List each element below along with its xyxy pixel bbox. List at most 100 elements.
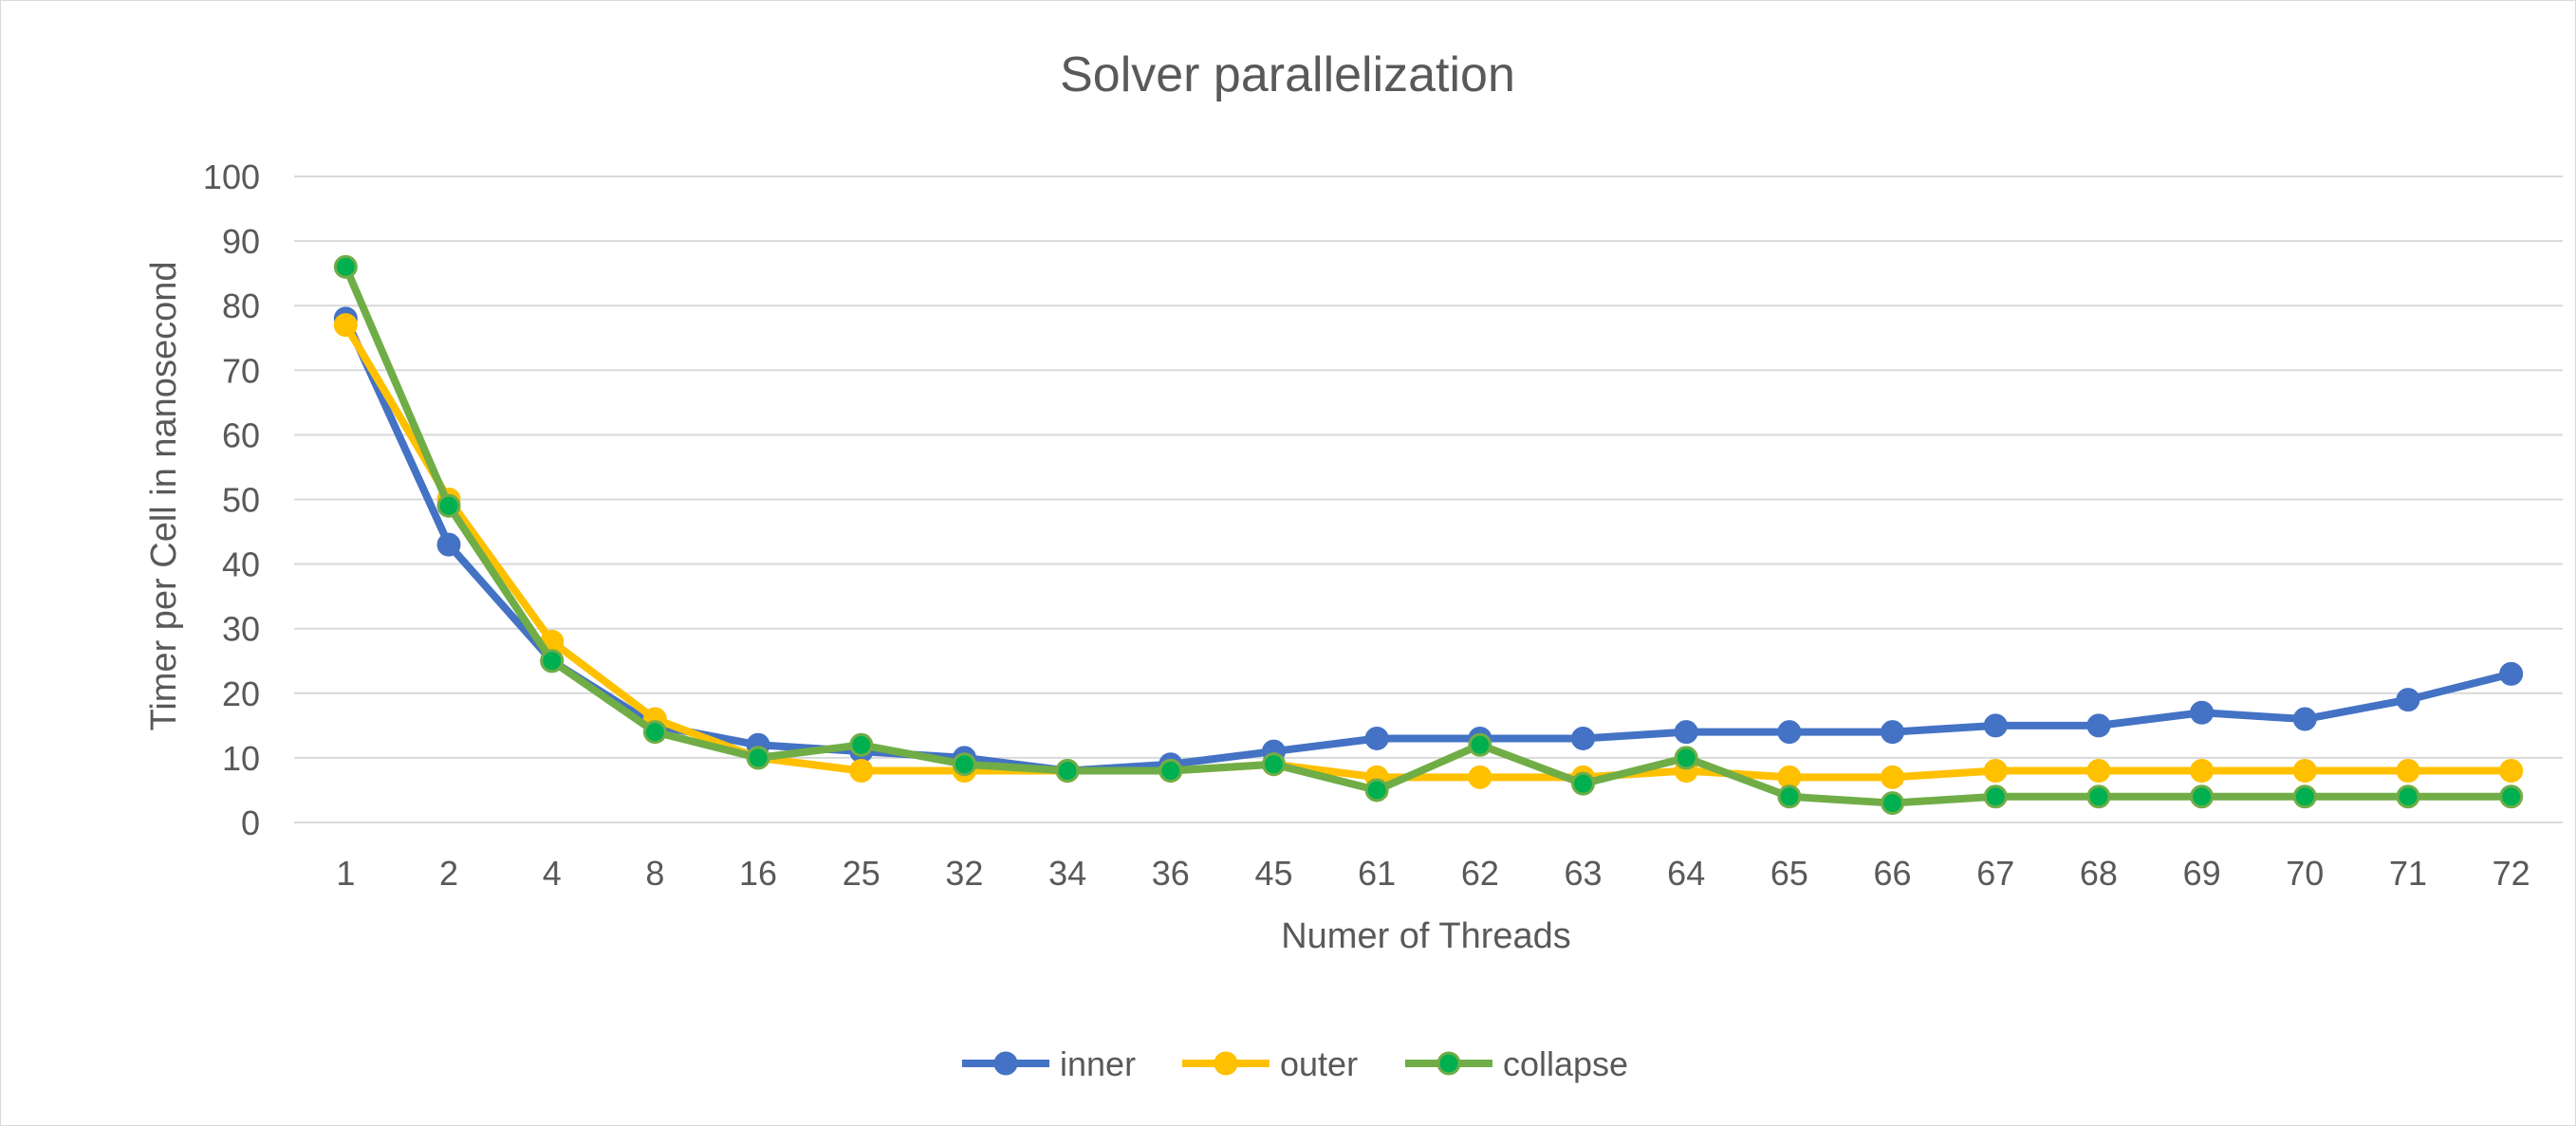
data-point-inner: [2499, 661, 2524, 686]
data-point-inner: [1983, 713, 2008, 738]
x-tick-label: 65: [1770, 854, 1808, 893]
data-point-outer: [2086, 759, 2111, 784]
data-point-outer: [1777, 765, 1802, 789]
data-point-collapse: [952, 752, 976, 777]
data-point-collapse: [1881, 791, 1905, 816]
legend-marker-swatch: [1214, 1051, 1238, 1076]
data-point-outer: [2190, 759, 2215, 784]
series-line-inner: [342, 314, 2515, 775]
x-tick-label: 71: [2389, 854, 2427, 893]
series-inner: [333, 306, 2524, 784]
y-tick-label: 10: [222, 739, 260, 778]
data-point-inner: [1674, 720, 1698, 745]
data-point-collapse: [1674, 746, 1698, 770]
data-point-collapse: [2292, 785, 2317, 809]
series-line-outer: [342, 321, 2515, 782]
data-point-inner: [2292, 707, 2317, 731]
x-tick-labels: 1 2 4 8 16 25 32 34 36 45 61 62 63 64 65 66 67 68 69 70 71 72: [336, 854, 2530, 893]
data-point-outer: [2292, 759, 2317, 784]
y-tick-label: 20: [222, 674, 260, 713]
x-tick-label: 16: [739, 854, 777, 893]
data-point-collapse: [1983, 785, 2008, 809]
data-point-inner: [2190, 700, 2215, 725]
data-point-collapse: [642, 720, 667, 745]
series-layer: [333, 254, 2524, 816]
y-tick-labels: 0 10 20 30 40 50 60 70 80 90 100: [203, 157, 260, 842]
data-point-collapse: [1364, 778, 1389, 803]
data-point-collapse: [1777, 785, 1802, 809]
data-point-collapse: [2499, 785, 2524, 809]
data-point-collapse: [1261, 752, 1286, 777]
data-point-inner: [1881, 720, 1905, 745]
data-point-collapse: [1571, 771, 1596, 796]
x-tick-label: 66: [1874, 854, 1912, 893]
legend-label: outer: [1280, 1044, 1358, 1083]
legend-item-outer: outer: [1182, 1044, 1358, 1083]
data-point-collapse: [1468, 732, 1492, 757]
series-line-collapse: [342, 263, 2515, 807]
data-point-inner: [436, 532, 461, 557]
data-point-collapse: [746, 746, 770, 770]
series-collapse: [333, 254, 2524, 816]
x-tick-label: 45: [1254, 854, 1292, 893]
x-tick-label: 69: [2183, 854, 2221, 893]
x-tick-label: 68: [2080, 854, 2118, 893]
data-point-outer: [1983, 759, 2008, 784]
data-point-collapse: [333, 254, 358, 279]
y-tick-label: 70: [222, 351, 260, 390]
y-tick-label: 80: [222, 286, 260, 325]
x-tick-label: 70: [2286, 854, 2324, 893]
data-point-outer: [2499, 759, 2524, 784]
x-tick-label: 67: [1976, 854, 2014, 893]
x-tick-label: 62: [1461, 854, 1499, 893]
x-tick-label: 61: [1358, 854, 1396, 893]
gridlines: [294, 175, 2563, 823]
data-point-inner: [1364, 726, 1389, 750]
x-axis-label: Numer of Threads: [1281, 916, 1571, 956]
legend-marker-swatch: [1436, 1051, 1461, 1076]
data-point-outer: [333, 313, 358, 338]
x-tick-label: 4: [543, 854, 562, 893]
legend-label: collapse: [1503, 1044, 1628, 1083]
x-tick-label: 64: [1667, 854, 1705, 893]
legend-item-collapse: collapse: [1405, 1044, 1628, 1083]
data-point-outer: [849, 759, 874, 784]
data-point-outer: [2396, 759, 2420, 784]
data-point-inner: [2396, 688, 2420, 712]
data-point-collapse: [540, 649, 565, 674]
x-tick-label: 1: [336, 854, 355, 893]
data-point-collapse: [1055, 759, 1080, 784]
y-tick-label: 100: [203, 157, 260, 196]
data-point-inner: [1777, 720, 1802, 745]
x-tick-label: 72: [2493, 854, 2530, 893]
legend-label: inner: [1060, 1044, 1136, 1083]
x-tick-label: 2: [439, 854, 458, 893]
y-tick-label: 0: [241, 803, 260, 842]
chart-title: Solver parallelization: [1060, 47, 1515, 102]
legend-item-inner: inner: [962, 1044, 1136, 1083]
y-tick-label: 90: [222, 222, 260, 261]
x-tick-label: 25: [843, 854, 880, 893]
y-tick-label: 40: [222, 545, 260, 584]
legend: inner outer collapse: [962, 1044, 1628, 1083]
x-tick-label: 34: [1048, 854, 1086, 893]
y-tick-label: 50: [222, 481, 260, 520]
data-point-collapse: [849, 732, 874, 757]
data-point-collapse: [2086, 785, 2111, 809]
data-point-outer: [1468, 765, 1492, 789]
y-tick-label: 30: [222, 610, 260, 649]
data-point-collapse: [2190, 785, 2215, 809]
data-point-collapse: [2396, 785, 2420, 809]
data-point-inner: [1571, 726, 1596, 750]
x-tick-label: 63: [1564, 854, 1602, 893]
data-point-inner: [2086, 713, 2111, 738]
y-tick-label: 60: [222, 415, 260, 454]
legend-marker-swatch: [993, 1051, 1018, 1076]
x-tick-label: 36: [1152, 854, 1190, 893]
x-tick-label: 32: [945, 854, 983, 893]
data-point-collapse: [1158, 759, 1183, 784]
x-tick-label: 8: [645, 854, 664, 893]
y-axis-label: Timer per Cell in nanosecond: [144, 262, 184, 731]
